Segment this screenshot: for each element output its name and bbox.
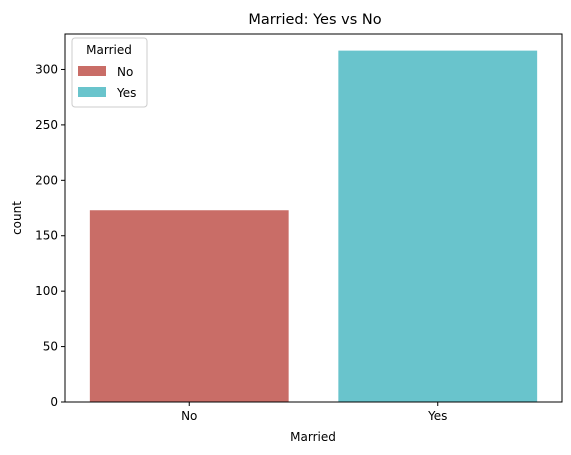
y-tick-label: 250: [35, 118, 58, 132]
legend-label-yes: Yes: [116, 86, 136, 100]
y-tick-label: 300: [35, 62, 58, 76]
legend-swatch-yes: [78, 87, 106, 97]
y-axis: 0 50 100 150 200 250 300: [35, 62, 65, 409]
y-tick-label: 50: [43, 340, 58, 354]
legend-title: Married: [86, 43, 132, 57]
legend-label-no: No: [117, 65, 133, 79]
bar-yes: [338, 50, 538, 403]
y-tick-label: 200: [35, 173, 58, 187]
y-tick-label: 100: [35, 284, 58, 298]
legend-swatch-no: [78, 66, 106, 76]
y-tick-label: 150: [35, 229, 58, 243]
x-axis-label: Married: [290, 430, 336, 444]
legend: Married No Yes: [71, 37, 148, 108]
x-axis: No Yes: [181, 402, 447, 423]
chart-title: Married: Yes vs No: [248, 12, 381, 28]
x-tick-label: No: [181, 409, 197, 423]
y-axis-label: count: [10, 201, 24, 235]
bars-group: [89, 50, 538, 403]
plot-frame: [64, 33, 563, 403]
bar-no: [89, 210, 289, 402]
y-tick-label: 0: [50, 395, 58, 409]
x-tick-label: Yes: [427, 409, 447, 423]
